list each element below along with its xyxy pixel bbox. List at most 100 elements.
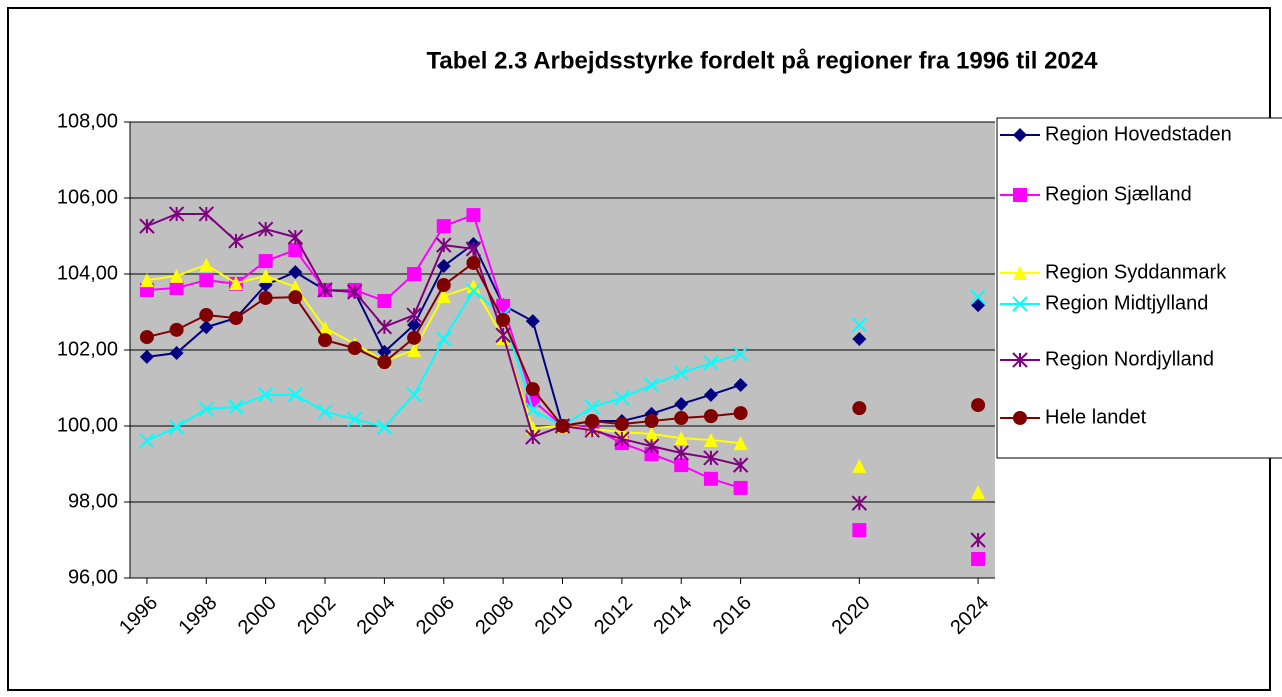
marker: [525, 429, 541, 445]
marker: [1013, 128, 1027, 142]
marker: [585, 414, 600, 429]
marker: [525, 382, 540, 397]
marker: [199, 320, 214, 335]
marker: [1013, 266, 1027, 280]
marker: [584, 399, 600, 415]
marker: [139, 349, 154, 364]
marker: [733, 406, 748, 421]
marker: [169, 281, 184, 296]
marker: [139, 330, 154, 345]
legend-label: Region Sjælland: [1045, 183, 1192, 205]
marker: [407, 317, 422, 332]
marker: [525, 314, 540, 329]
marker: [168, 419, 185, 435]
marker: [614, 417, 629, 432]
marker: [971, 552, 986, 566]
marker: [703, 387, 718, 402]
marker: [317, 282, 333, 298]
marker: [703, 471, 718, 486]
marker: [407, 267, 422, 281]
marker: [347, 341, 362, 356]
marker: [228, 311, 243, 326]
marker: [318, 320, 333, 335]
marker: [673, 445, 689, 461]
y-tick-label: 106,00: [57, 186, 118, 208]
marker: [1013, 411, 1027, 425]
marker: [703, 450, 719, 466]
marker: [674, 458, 689, 473]
marker: [436, 259, 451, 274]
marker: [347, 411, 363, 427]
marker: [851, 495, 868, 511]
marker: [317, 404, 333, 420]
legend-label: Region Midtjylland: [1045, 292, 1208, 314]
y-tick-label: 102,00: [57, 338, 118, 360]
marker: [347, 284, 363, 300]
marker: [139, 433, 155, 449]
marker: [258, 254, 273, 269]
marker: [970, 289, 986, 305]
marker: [257, 387, 274, 403]
marker: [287, 387, 304, 403]
marker: [228, 276, 243, 291]
marker: [525, 402, 541, 418]
marker: [643, 377, 660, 393]
marker: [674, 411, 689, 426]
marker: [851, 317, 868, 333]
marker: [525, 420, 540, 435]
marker: [644, 426, 659, 441]
marker: [169, 322, 184, 337]
marker: [376, 419, 393, 435]
legend-label: Region Syddanmark: [1045, 261, 1227, 283]
legend-label: Region Nordjylland: [1045, 348, 1214, 370]
marker: [1012, 296, 1028, 312]
marker: [377, 355, 392, 370]
marker: [436, 289, 451, 304]
marker: [465, 241, 482, 257]
legend-label: Hele landet: [1045, 406, 1147, 428]
chart-title: Tabel 2.3 Arbejdsstyrke fordelt på regio…: [427, 47, 1099, 74]
marker: [852, 331, 867, 346]
marker: [703, 355, 719, 371]
marker: [733, 377, 748, 392]
marker: [376, 319, 393, 335]
marker: [318, 333, 333, 348]
marker: [287, 229, 304, 245]
marker: [465, 283, 482, 299]
marker: [971, 398, 986, 413]
marker: [436, 237, 452, 253]
marker: [466, 279, 481, 294]
marker: [614, 390, 630, 406]
marker: [495, 327, 511, 343]
marker: [199, 257, 214, 272]
marker: [228, 233, 244, 249]
marker: [496, 312, 511, 327]
legend-label: Region Hovedstaden: [1045, 123, 1232, 145]
marker: [733, 480, 748, 495]
marker: [732, 346, 749, 362]
marker: [1012, 352, 1028, 368]
marker: [377, 344, 392, 359]
marker: [614, 431, 630, 447]
marker: [258, 290, 273, 305]
marker: [257, 221, 274, 237]
marker: [139, 273, 154, 288]
marker: [169, 346, 184, 361]
marker: [169, 268, 184, 283]
y-tick-label: 100,00: [57, 414, 118, 436]
marker: [288, 243, 303, 258]
marker: [732, 457, 749, 473]
marker: [377, 293, 392, 308]
y-tick-label: 104,00: [57, 262, 118, 284]
marker: [466, 208, 481, 223]
marker: [555, 419, 570, 433]
legend-box: [996, 117, 1282, 459]
marker: [703, 409, 718, 424]
y-tick-label: 98,00: [68, 490, 118, 512]
marker: [466, 255, 481, 270]
marker: [288, 279, 303, 294]
marker: [674, 396, 689, 411]
marker: [703, 433, 718, 448]
marker: [852, 458, 867, 473]
